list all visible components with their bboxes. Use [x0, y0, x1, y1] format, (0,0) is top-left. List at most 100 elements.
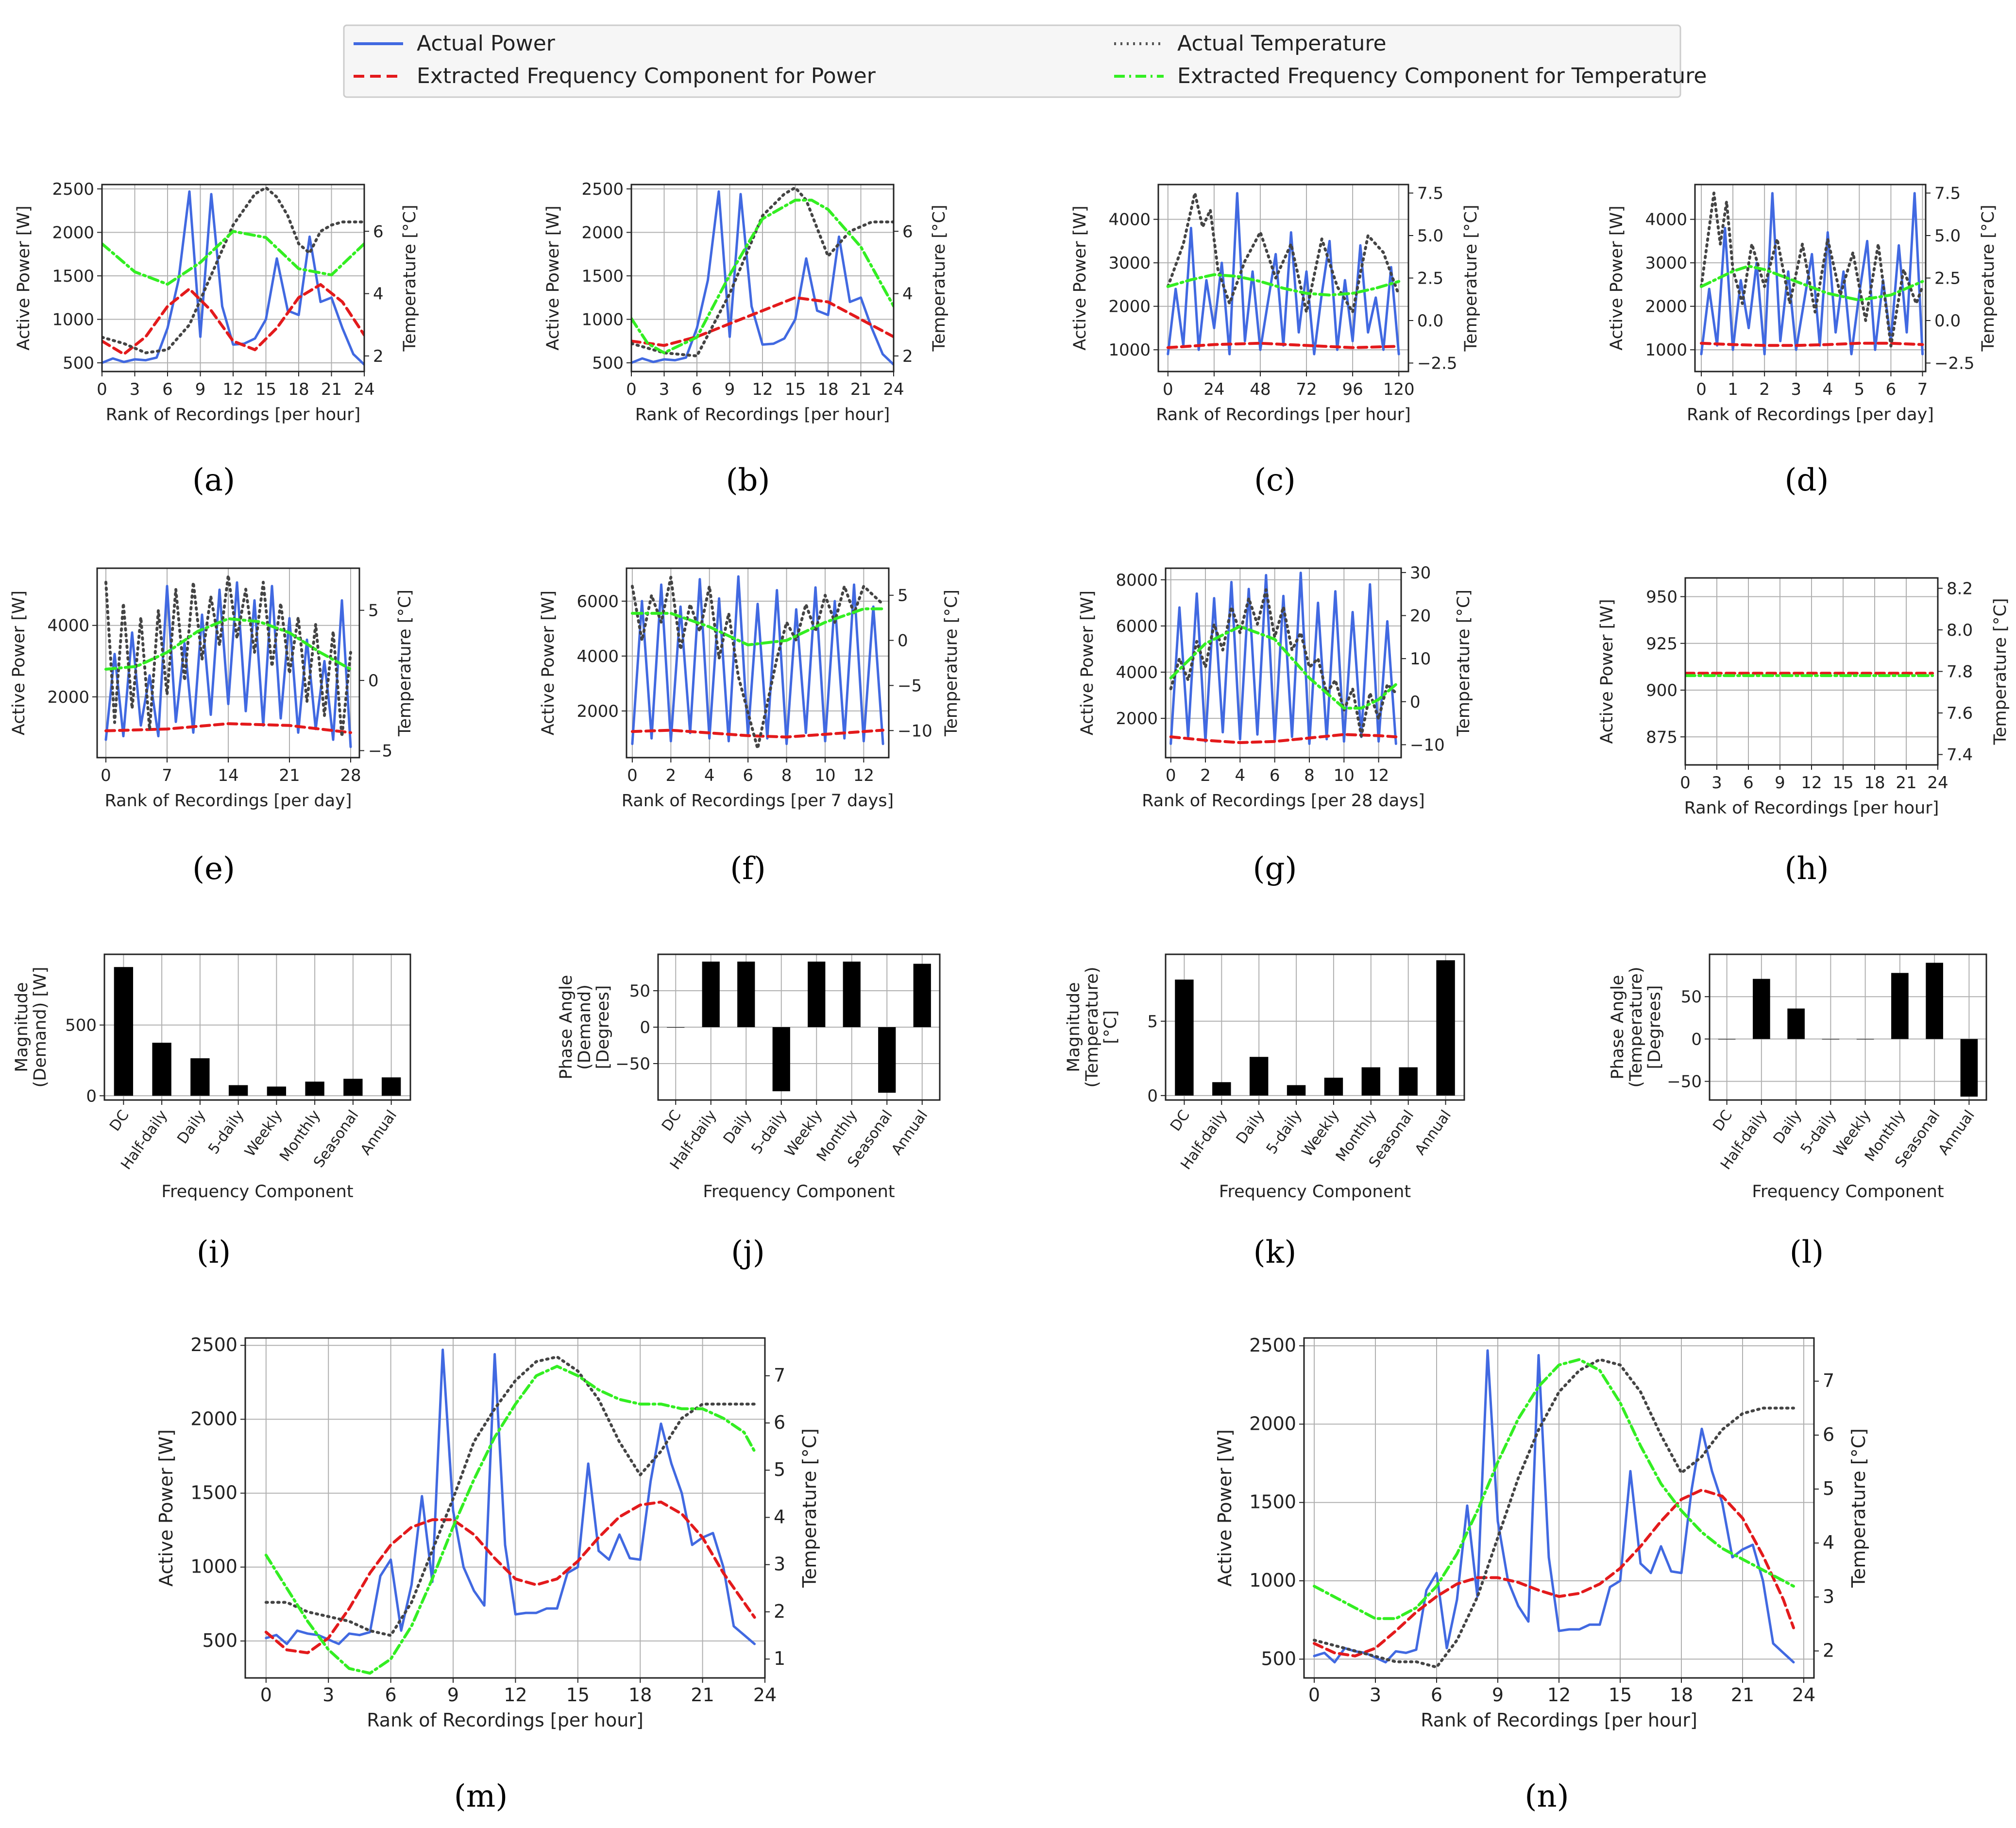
series-group	[631, 186, 894, 366]
axes-frame	[96, 567, 360, 759]
y2-tick-label: 4	[1823, 1532, 1834, 1553]
panel-label: (i)	[197, 1235, 231, 1270]
panel-label: (a)	[192, 462, 235, 498]
y2-tick-label: 4	[774, 1506, 785, 1527]
panel-n: 0 3 6 9 12 15 18 21 24 500 1000 1500 2000 2500 2 3 4 5 6 7 R…	[1214, 1335, 1869, 1814]
bar-annual	[381, 1077, 401, 1096]
x-tick-label: 12	[752, 380, 773, 399]
y2-tick-label: 6	[774, 1412, 785, 1433]
y2-tick-label: 6	[373, 222, 384, 241]
x-tick-label: 3	[659, 380, 670, 399]
bar-daily	[737, 962, 755, 1027]
y-tick-label: 2000	[52, 223, 94, 242]
bar-half-daily	[1753, 979, 1770, 1039]
x-tick-label: 15	[255, 380, 276, 399]
y-axis-label: Active Power [W]	[539, 591, 558, 735]
y2-tick-label: −5	[368, 742, 392, 761]
legend-item-actual-power: Actual Power	[354, 31, 556, 56]
y-tick-label: 500	[592, 354, 624, 373]
x-tick-label: 9	[1775, 773, 1785, 793]
y-tick-label: 0	[1691, 1030, 1702, 1049]
y2-tick-label: 5.0	[1934, 226, 1961, 246]
bar-daily	[190, 1058, 210, 1096]
y-tick-label: 4000	[47, 616, 89, 636]
y2-tick-label: 10	[1410, 649, 1431, 669]
y-tick-label: 500	[65, 1016, 97, 1035]
y-tick-label: 4000	[1116, 663, 1158, 682]
x-tick-label: 3	[322, 1684, 334, 1706]
x-axis-label: Rank of Recordings [per hour]	[106, 405, 361, 424]
x-tick-label: 12	[853, 766, 874, 785]
x-axis-label: Rank of Recordings [per day]	[1687, 405, 1934, 424]
y-axis-label: (Temperature)	[1083, 966, 1102, 1087]
axes-frame	[103, 953, 411, 1101]
y-tick-label: 3000	[1108, 254, 1151, 273]
y-tick-label: −50	[1667, 1072, 1702, 1092]
y2-tick-label: 7.5	[1934, 184, 1961, 203]
y-tick-label: 5	[1147, 1012, 1158, 1032]
legend-item-power-component: Extracted Frequency Component for Power	[354, 64, 876, 88]
x-tick-label: 21	[850, 380, 871, 399]
series-extracted-frequency-component-for-temperature	[102, 230, 364, 286]
legend-label: Actual Power	[417, 31, 556, 56]
x-tick-label: 3	[1791, 380, 1801, 399]
x-tick-label: 72	[1296, 380, 1317, 399]
y2-tick-label: −2.5	[1934, 354, 1975, 373]
y2-tick-label: 2	[902, 347, 913, 366]
axes-frame	[1694, 184, 1927, 372]
x-tick-label: 7	[162, 766, 172, 785]
x-tick-label: 0	[1696, 380, 1707, 399]
x-axis-label: Rank of Recordings [per day]	[105, 791, 352, 811]
y2-axis-label: Temperature [°C]	[1461, 204, 1481, 352]
series-extracted-frequency-component-for-temperature	[104, 617, 352, 671]
series-extracted-frequency-component-for-power	[264, 1500, 756, 1655]
series-actual-temperature	[1169, 588, 1398, 738]
x-tick-label: 0	[1166, 766, 1176, 785]
axes-frame	[626, 567, 890, 759]
series-actual-temperature	[104, 574, 352, 738]
series-actual-temperature	[630, 575, 885, 750]
y-axis-label: [Degrees]	[593, 985, 613, 1069]
y2-tick-label: 4	[373, 285, 384, 304]
y-tick-label: 950	[1646, 588, 1677, 607]
axes-frame	[1709, 953, 1987, 1101]
panel-a: 0 3 6 9 12 15 18 21 245001000150020002500246Rank…	[14, 180, 420, 498]
y-axis-label: Active Power [W]	[1597, 599, 1617, 744]
y2-tick-label: 1	[774, 1648, 785, 1669]
legend: Actual Power Extracted Frequency Compone…	[343, 24, 1707, 98]
bar-monthly	[1361, 1067, 1381, 1096]
x-tick-label: 28	[340, 766, 361, 785]
y-tick-label: 6000	[1116, 617, 1158, 636]
x-tick-label: 9	[1492, 1684, 1504, 1706]
y2-tick-label: 7	[1823, 1370, 1834, 1391]
y2-tick-label: 0.0	[1934, 311, 1961, 331]
bar-seasonal	[878, 1027, 896, 1093]
x-axis-label: Frequency Component	[703, 1182, 895, 1202]
legend-label: Extracted Frequency Component for Temper…	[1177, 64, 1707, 88]
series-extracted-frequency-component-for-temperature	[1313, 1358, 1795, 1620]
panel-c: 0 24 48 72 96 120 1000 2000 3000 4000 −2.5 0.0 2.5 5.…	[1070, 184, 1481, 498]
x-tick-label: 15	[566, 1684, 590, 1706]
y-axis-label: Active Power [W]	[14, 205, 34, 350]
bar-monthly	[305, 1082, 324, 1096]
series-extracted-frequency-component-for-temperature	[1169, 625, 1398, 710]
panel-label: (n)	[1525, 1778, 1569, 1814]
y-tick-label: 500	[63, 354, 94, 373]
y2-tick-label: 0	[368, 671, 379, 691]
axes-frame	[244, 1337, 766, 1679]
y-axis-label: Active Power [W]	[155, 1429, 177, 1587]
x-tick-label: 18	[628, 1684, 652, 1706]
series-extracted-frequency-component-for-power	[1700, 341, 1924, 347]
x-tick-label: 15	[785, 380, 806, 399]
y-tick-label: 2000	[1645, 297, 1687, 317]
x-tick-label: 6	[1886, 380, 1897, 399]
y2-tick-label: 7.8	[1947, 662, 1973, 682]
y-tick-label: 500	[1261, 1648, 1296, 1669]
x-tick-label: 1	[1728, 380, 1738, 399]
panel-g: 0 2 4 6 8 10 12 2000 4000 6000 8000 −10 0 10 20 30 Rank …	[1078, 563, 1474, 887]
x-tick-label: 48	[1250, 380, 1271, 399]
y-axis-label: Magnitude	[12, 982, 32, 1072]
x-tick-label: 24	[354, 380, 374, 399]
x-axis-label: Rank of Recordings [per hour]	[1421, 1710, 1697, 1731]
y-tick-label: 2000	[1249, 1413, 1296, 1434]
